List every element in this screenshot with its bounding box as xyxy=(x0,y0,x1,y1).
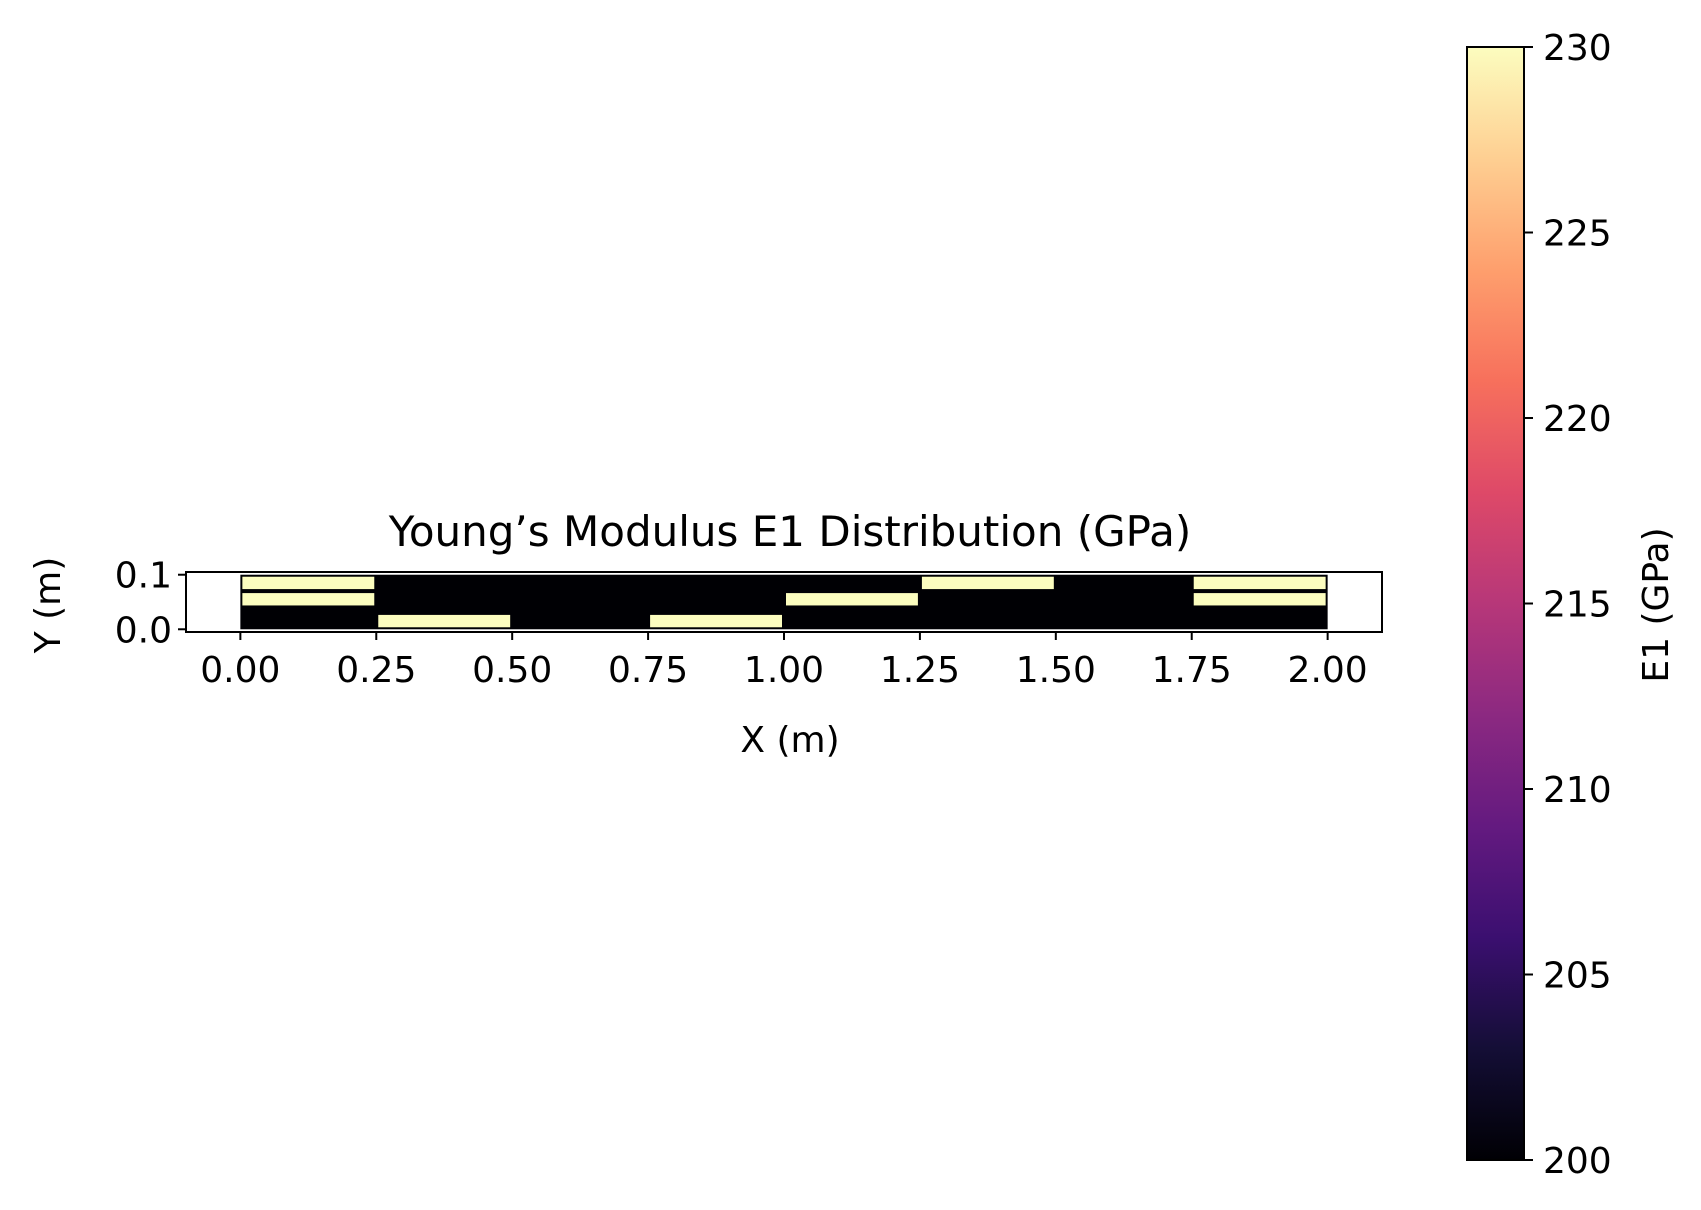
y-tick-label: 0.0 xyxy=(115,610,172,651)
colorbar-tick-label: 210 xyxy=(1543,770,1612,811)
heatmap-high-region xyxy=(786,593,918,606)
x-axis-label: X (m) xyxy=(740,720,839,761)
colorbar-ticks: 200 205 210 215 220 225 230 xyxy=(1524,28,1612,1182)
x-tick-label: 2.00 xyxy=(1288,650,1368,691)
colorbar-tick-label: 205 xyxy=(1543,956,1612,997)
heatmap-high-region xyxy=(242,593,375,606)
colorbar-tick-label: 225 xyxy=(1543,214,1612,255)
heatmap-high-region xyxy=(242,576,375,590)
colorbar-tick-label: 215 xyxy=(1543,585,1612,626)
y-tick-label: 0.1 xyxy=(115,556,172,597)
y-axis: 0.00.1 xyxy=(115,556,186,651)
colorbar: 200 205 210 215 220 225 230 E1 (GPa) xyxy=(1466,28,1677,1182)
heatmap-high-region xyxy=(1193,593,1326,606)
x-tick-label: 0.50 xyxy=(472,650,552,691)
x-tick-label: 0.00 xyxy=(200,650,280,691)
heatmap-high-region xyxy=(378,614,511,628)
colorbar-label: E1 (GPa) xyxy=(1636,527,1677,682)
x-tick-label: 1.75 xyxy=(1152,650,1232,691)
x-tick-label: 1.00 xyxy=(744,650,824,691)
x-tick-label: 1.25 xyxy=(880,650,960,691)
colorbar-tick-label: 230 xyxy=(1543,28,1612,69)
heatmap-high-region xyxy=(650,614,782,628)
heatmap-high-region xyxy=(921,576,1054,590)
colorbar-gradient xyxy=(1466,46,1525,1161)
colorbar-tick-label: 220 xyxy=(1543,399,1612,440)
x-axis: 0.00 0.25 0.50 0.75 1.00 1.25 1.50 1.75 2.00 xyxy=(200,632,1368,691)
y-axis-label: Y (m) xyxy=(28,557,69,655)
chart-title: Young’s Modulus E1 Distribution (GPa) xyxy=(388,507,1191,556)
colorbar-tick-label: 200 xyxy=(1543,1141,1612,1182)
x-tick-label: 1.50 xyxy=(1016,650,1096,691)
x-tick-label: 0.75 xyxy=(608,650,688,691)
heatmap-high-region xyxy=(1193,576,1326,590)
x-tick-label: 0.25 xyxy=(336,650,416,691)
plot-area xyxy=(185,571,1383,633)
